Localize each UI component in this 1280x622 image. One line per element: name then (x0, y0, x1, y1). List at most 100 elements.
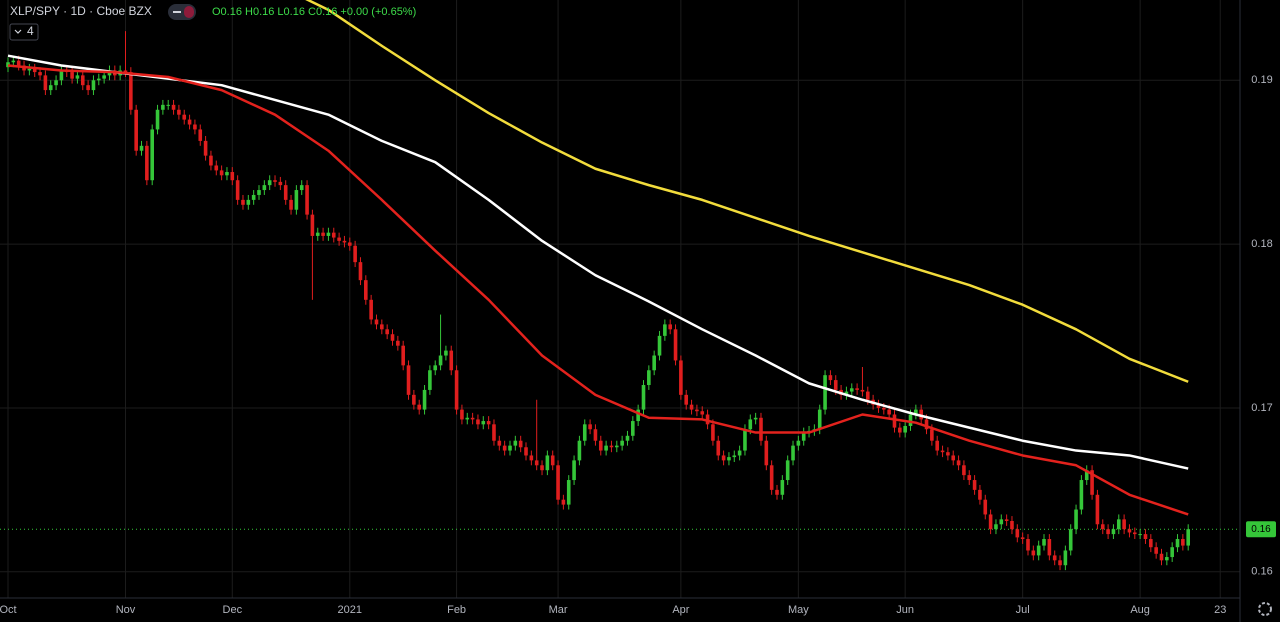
candle-body (1015, 529, 1020, 538)
candle-body (86, 85, 90, 91)
candle-body (289, 199, 293, 210)
candle-body (96, 78, 101, 81)
x-tick-label: Oct (0, 604, 17, 616)
candle-body (11, 60, 16, 63)
candle-body (235, 180, 240, 200)
last-price-badge (1246, 521, 1276, 538)
candle-body (59, 70, 64, 81)
candle-body (454, 370, 459, 410)
candle-body (1004, 519, 1009, 521)
candle-body (369, 299, 373, 320)
y-tick-label: 0.18 (1251, 238, 1272, 250)
candle-body (1026, 539, 1030, 551)
candle-body (1186, 529, 1190, 546)
candle-body (449, 350, 454, 371)
candle-body (251, 194, 256, 200)
candle-body (753, 417, 758, 420)
candle-body (1074, 509, 1078, 530)
candle-body (337, 237, 341, 241)
candle-body (444, 350, 448, 356)
candle-body (32, 68, 37, 73)
candle-body (283, 185, 288, 200)
candle-body (1084, 470, 1089, 481)
candle-body (129, 72, 133, 110)
toggle-icon (173, 11, 181, 13)
candle-body (1154, 547, 1158, 554)
candle-body (102, 75, 106, 79)
candle-body (518, 440, 523, 448)
candle-body (1068, 529, 1073, 551)
candle-body (1100, 524, 1105, 530)
candle-body (299, 185, 304, 191)
candle-body (860, 389, 865, 392)
candle-body (1090, 470, 1094, 495)
candle-body (759, 417, 763, 441)
candle-body (433, 365, 438, 371)
candle-body (609, 445, 614, 448)
candle-body (791, 445, 795, 461)
candle-body (604, 445, 608, 451)
candle-body (695, 409, 699, 412)
chevron-icon (14, 29, 22, 34)
candle-body (347, 242, 352, 246)
candle-body (956, 460, 961, 466)
candle-body (150, 129, 154, 181)
candle-body (785, 460, 790, 481)
candle-body (1042, 539, 1046, 546)
candle-body (492, 424, 496, 441)
candle-body (390, 334, 395, 341)
candle-body (1143, 534, 1148, 540)
candle-body (1095, 494, 1100, 525)
candle-body (6, 62, 10, 68)
y-tick-label: 0.19 (1251, 74, 1272, 86)
candle-body (764, 440, 769, 466)
candle-body (849, 388, 854, 392)
candle-body (75, 75, 80, 79)
candle-body (171, 104, 176, 110)
candle-body (727, 457, 731, 461)
candle-body (70, 72, 74, 79)
candle-body (679, 360, 683, 395)
grid (0, 0, 1240, 598)
candle-body (625, 435, 630, 441)
indicators-toggle[interactable] (9, 23, 39, 41)
x-tick-label: Apr (672, 604, 689, 616)
candle-body (278, 181, 283, 186)
candle-body (657, 335, 662, 356)
candle-body (540, 465, 544, 471)
candle-body (1149, 539, 1153, 548)
candle-body (187, 119, 192, 125)
candle-body (177, 109, 181, 115)
candle-body (828, 375, 833, 381)
candle-body (497, 440, 502, 446)
candle-body (396, 340, 400, 346)
x-tick-label: 23 (1214, 604, 1226, 616)
candle-body (305, 185, 309, 215)
candle-body (48, 85, 53, 91)
candle-body (1036, 545, 1041, 556)
candle-body (1031, 550, 1036, 556)
candle-body (385, 329, 389, 335)
candle-body (1159, 553, 1164, 561)
x-tick-label: Mar (549, 604, 568, 616)
candle-body (620, 440, 624, 446)
x-tick-label: Dec (223, 604, 243, 616)
x-tick-label: Aug (1130, 604, 1150, 616)
candle-body (219, 170, 224, 176)
candle-body (273, 180, 277, 182)
candle-body (508, 445, 512, 451)
candle-body (1010, 520, 1014, 530)
moving-average-line (7, 64, 1189, 516)
moving-average-line (7, 54, 1189, 470)
candle-body (962, 465, 966, 476)
candle-body (315, 232, 320, 236)
candle-body (716, 440, 721, 456)
candle-body (486, 421, 491, 425)
candle-body (711, 424, 715, 441)
candle-body (481, 421, 486, 425)
x-tick-label: Jun (896, 604, 914, 616)
symbol-title: XLP/SPY · 1D · Cboe BZX (10, 4, 152, 18)
settings-button[interactable] (1258, 602, 1272, 616)
candle-body (994, 524, 998, 530)
